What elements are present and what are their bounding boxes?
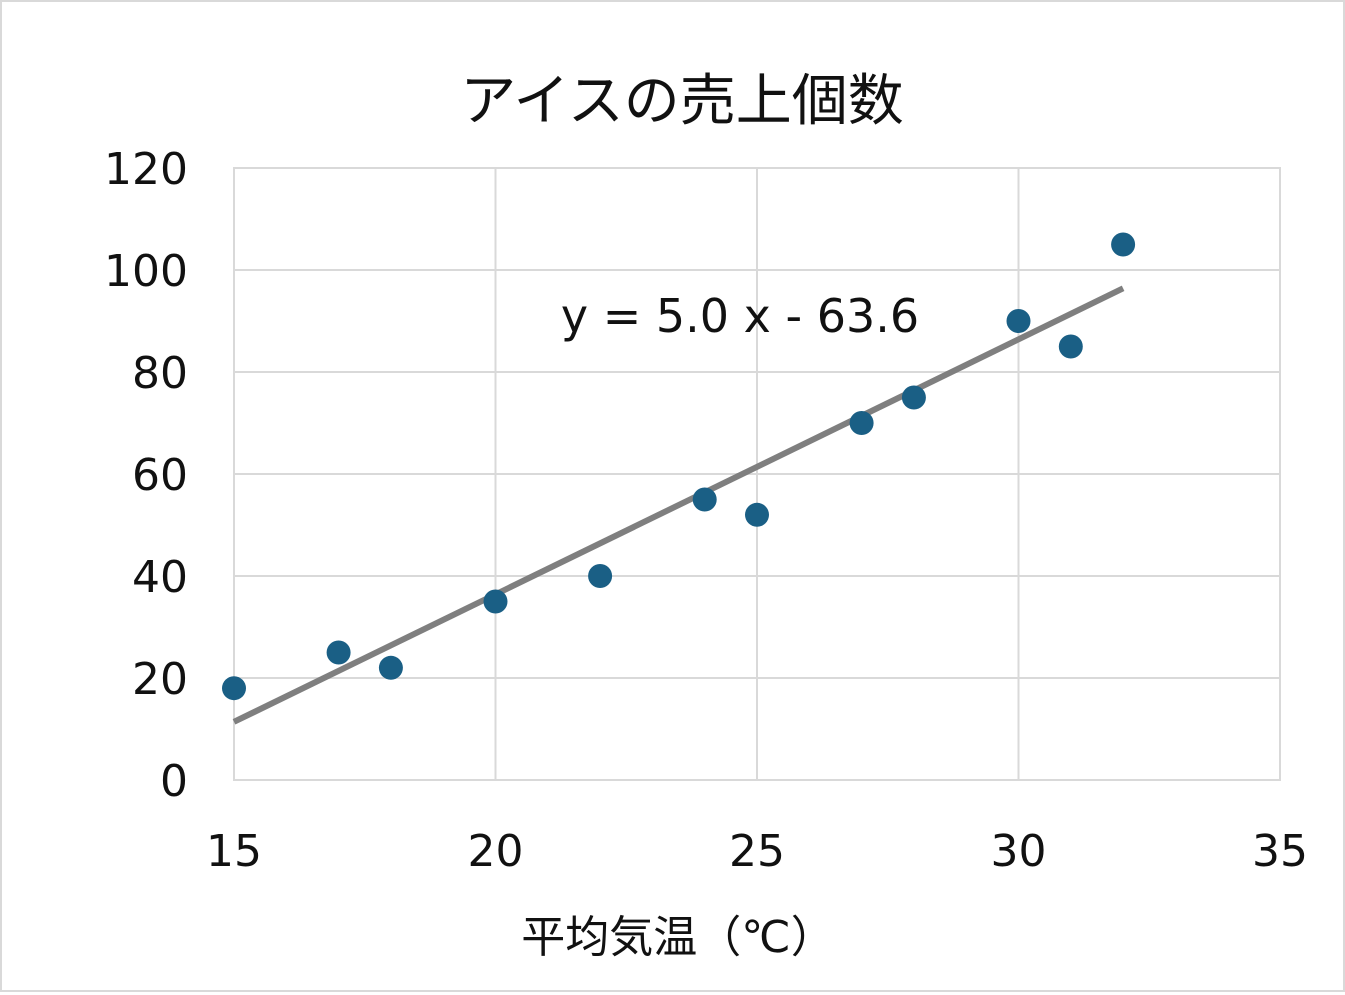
- trendline-equation: y = 5.0 x - 63.6: [561, 289, 919, 343]
- grid-lines: [233, 167, 1281, 781]
- y-tick-label: 20: [132, 654, 188, 705]
- data-point: [1111, 232, 1136, 257]
- data-point: [745, 502, 769, 527]
- x-tick-label: 25: [729, 826, 785, 877]
- x-tick-label: 35: [1252, 826, 1308, 877]
- data-point: [222, 676, 246, 701]
- data-points: [222, 232, 1136, 701]
- x-tick-label: 20: [468, 826, 524, 877]
- data-point: [849, 411, 874, 435]
- data-point: [588, 564, 613, 588]
- data-point: [378, 655, 403, 680]
- data-point: [326, 640, 351, 665]
- data-point: [901, 385, 926, 410]
- plot-area-border: [233, 167, 1281, 781]
- data-point: [483, 589, 508, 614]
- x-tick-label: 30: [991, 826, 1047, 877]
- y-tick-label: 40: [132, 552, 188, 603]
- y-tick-label: 60: [132, 450, 188, 501]
- trendline-group: [232, 285, 1125, 725]
- axis-tick-labels: 0 20 40 60 80 100 120 15 20 25 30 35: [104, 144, 1308, 877]
- chart-title: アイスの売上個数: [460, 69, 904, 134]
- data-point: [1058, 334, 1083, 359]
- trendline: [232, 285, 1125, 725]
- y-tick-label: 120: [104, 144, 188, 195]
- y-tick-label: 100: [104, 246, 188, 297]
- data-point: [1006, 309, 1031, 333]
- y-tick-label: 0: [160, 756, 188, 807]
- y-tick-label: 80: [132, 348, 188, 399]
- data-point: [692, 487, 717, 512]
- x-axis-label: 平均気温（℃）: [521, 912, 834, 963]
- x-tick-label: 15: [206, 826, 262, 877]
